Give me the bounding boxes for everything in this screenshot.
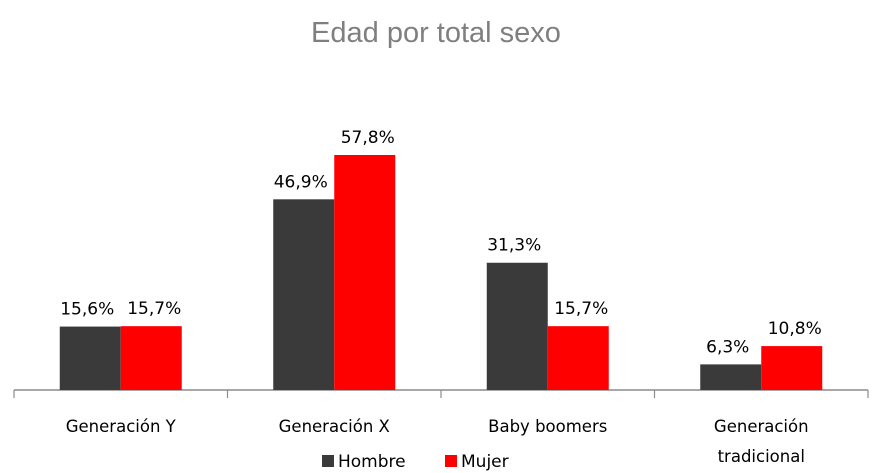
- plot-area: 15,6% 15,7% Generación Y 46,9% 57,8% Generaci…: [13, 128, 869, 466]
- bar-hombre-2: [486, 262, 548, 390]
- data-label-mujer-0: 15,7%: [127, 299, 181, 319]
- data-label-mujer-3: 10,8%: [768, 319, 822, 339]
- category-label-1: Generación X: [279, 417, 390, 436]
- category-label-3: tradicional: [718, 447, 805, 466]
- category-label-3: Generación: [714, 417, 809, 436]
- legend-swatch-hombre: [322, 455, 334, 467]
- bar-mujer-2: [547, 326, 609, 390]
- bar-hombre-3: [700, 364, 762, 390]
- data-label-hombre-2: 31,3%: [487, 236, 541, 256]
- legend: Hombre Mujer: [322, 452, 509, 472]
- data-label-mujer-1: 57,8%: [341, 128, 395, 148]
- bar-mujer-3: [761, 346, 823, 390]
- data-label-hombre-1: 46,9%: [274, 172, 328, 192]
- category-label-0: Generación Y: [66, 417, 177, 436]
- data-label-hombre-0: 15,6%: [60, 300, 114, 320]
- bar-mujer-1: [334, 155, 396, 390]
- legend-label-hombre: Hombre: [338, 452, 406, 472]
- data-label-mujer-2: 15,7%: [554, 299, 608, 319]
- bar-hombre-0: [59, 326, 121, 390]
- data-label-hombre-3: 6,3%: [706, 337, 749, 357]
- chart-title: Edad por total sexo: [311, 17, 561, 49]
- bar-mujer-0: [120, 326, 182, 390]
- category-label-2: Baby boomers: [488, 417, 607, 436]
- legend-swatch-mujer: [445, 455, 457, 467]
- bar-hombre-1: [273, 199, 335, 390]
- legend-label-mujer: Mujer: [461, 452, 509, 472]
